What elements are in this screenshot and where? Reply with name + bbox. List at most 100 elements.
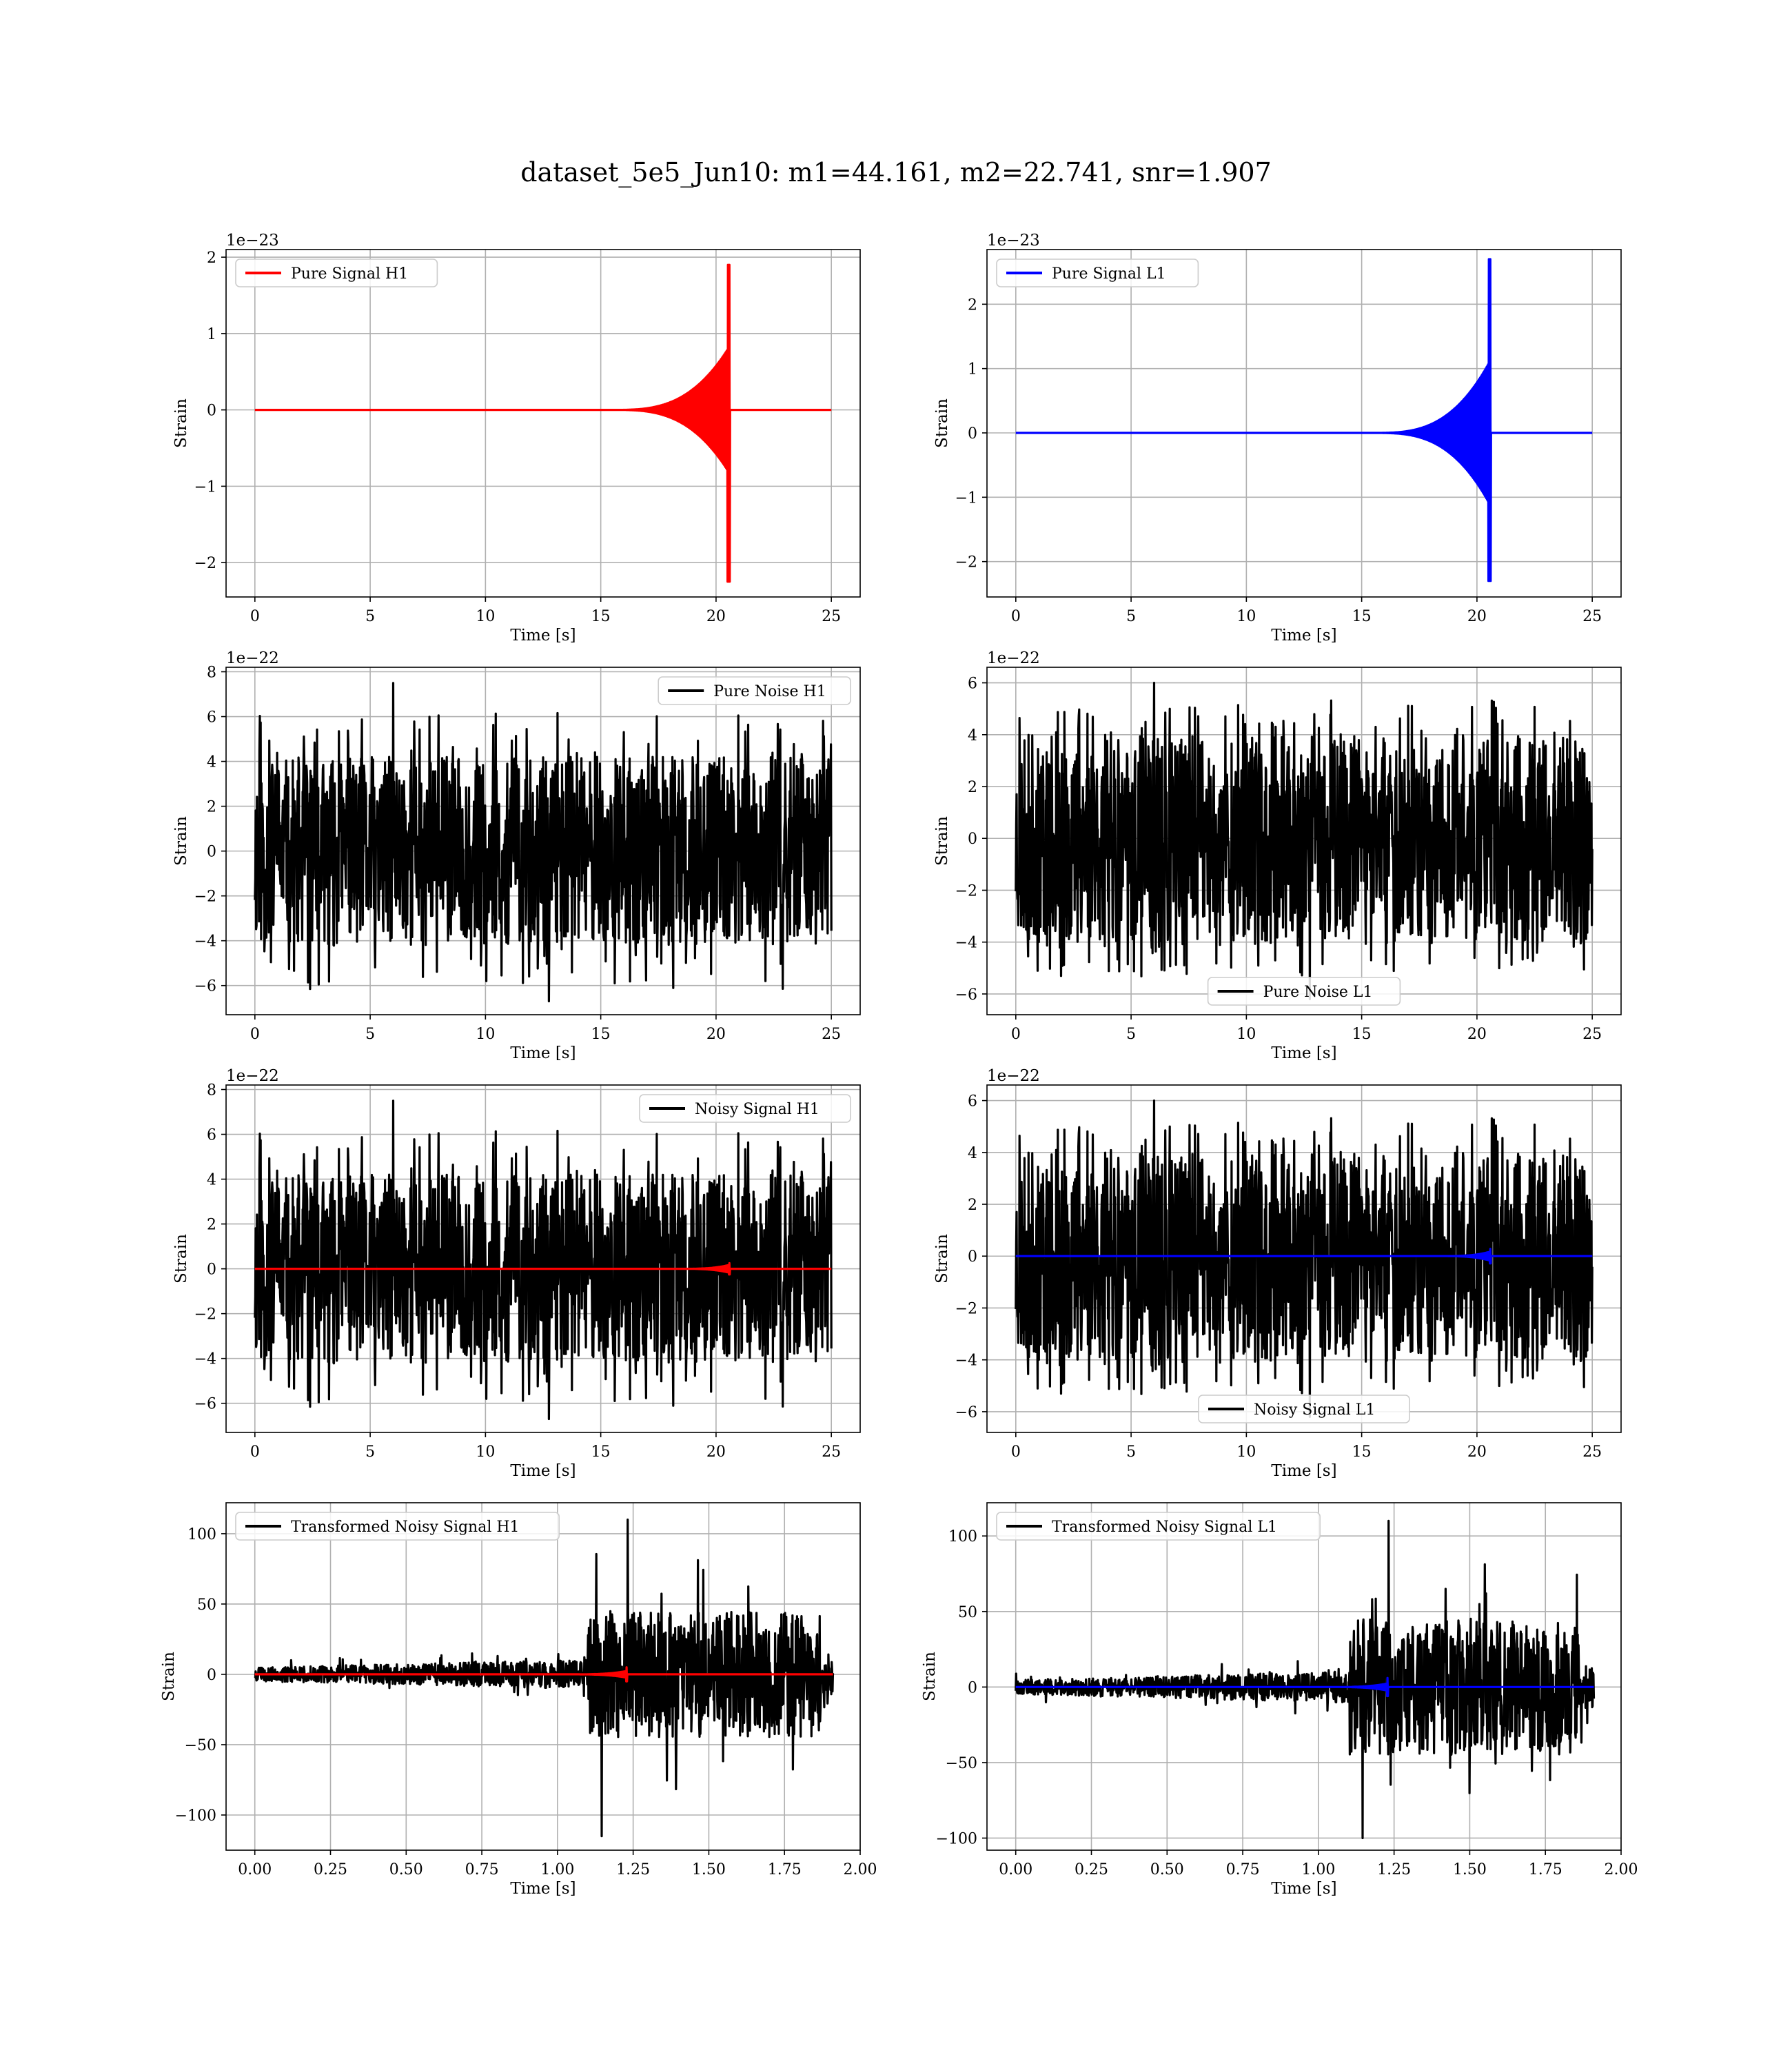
x-tick-label: 5 <box>365 608 375 625</box>
offset-text: 1e−23 <box>226 232 279 250</box>
series-line-noisy-signal-h1 <box>254 1099 833 1421</box>
axes-frame <box>986 1084 1622 1433</box>
x-tick-label: 5 <box>365 1443 375 1461</box>
legend-box <box>1198 1395 1410 1423</box>
y-tick-label: 0 <box>207 1261 216 1279</box>
y-tick-label: −6 <box>955 1404 977 1421</box>
chart-panel-1: 0 5 10 15 20 25 −2 −1 0 1 2 Time [s] Strain 1e−23 Pure… <box>172 232 861 645</box>
y-tick-label: 8 <box>207 665 216 682</box>
x-axis-label: Time [s] <box>1271 1462 1336 1480</box>
x-tick-label: 20 <box>706 608 726 625</box>
y-tick-label: 0 <box>968 831 977 848</box>
y-axis-label: Strain <box>172 398 190 448</box>
y-tick-label: −4 <box>955 1352 977 1370</box>
chart-panel-6: 0 5 10 15 20 25 −6 −4 −2 0 2 4 6 Time [s] Strain 1e−22 N… <box>933 1067 1622 1480</box>
x-tick-label: 15 <box>1352 1026 1372 1043</box>
axes-frame <box>225 667 861 1015</box>
x-tick-label: 15 <box>1352 608 1372 625</box>
x-tick-label: 1.25 <box>1377 1861 1411 1878</box>
y-tick-label: 100 <box>187 1526 216 1543</box>
x-axis-label: Time [s] <box>1271 627 1336 645</box>
axes-frame <box>986 1502 1622 1851</box>
y-tick-label: 0 <box>207 844 216 861</box>
x-tick-label: 0.50 <box>389 1861 423 1878</box>
x-tick-label: 1.00 <box>1301 1861 1335 1878</box>
y-tick-label: 6 <box>968 1093 977 1111</box>
legend-box <box>639 1094 851 1123</box>
x-tick-label: 0.75 <box>1226 1861 1260 1878</box>
plot-area <box>1015 682 1594 1000</box>
legend-box <box>658 676 851 705</box>
y-axis-label: Strain <box>160 1652 178 1701</box>
chart-panel-5: 0 5 10 15 20 25 −6 −4 −2 0 2 4 6 8 Time [s] Strain 1e−22… <box>172 1067 861 1480</box>
y-tick-label: −2 <box>955 1300 977 1317</box>
x-tick-label: 20 <box>706 1026 726 1043</box>
x-tick-label: 0 <box>1011 1443 1021 1461</box>
plot-area <box>254 682 833 1003</box>
x-axis-label: Time [s] <box>510 1462 576 1480</box>
series-line-noisy-signal-l1 <box>1015 1099 1594 1418</box>
y-tick-label: 4 <box>207 754 216 771</box>
y-tick-label: −2 <box>955 554 977 571</box>
x-tick-label: 0.50 <box>1150 1861 1184 1878</box>
y-tick-label: 6 <box>207 709 216 727</box>
y-tick-label: 2 <box>968 1197 977 1214</box>
x-tick-label: 15 <box>591 1026 611 1043</box>
y-axis-label: Strain <box>933 398 951 448</box>
x-tick-label: 1.50 <box>1453 1861 1487 1878</box>
y-tick-label: −1 <box>955 489 977 507</box>
y-tick-label: 4 <box>968 727 977 744</box>
y-axis-label: Strain <box>172 1234 190 1284</box>
offset-text: 1e−22 <box>226 649 279 667</box>
y-tick-label: 6 <box>207 1127 216 1144</box>
y-tick-label: 2 <box>207 1217 216 1234</box>
x-tick-label: 1.25 <box>616 1861 650 1878</box>
plot-area <box>254 1518 835 1838</box>
x-tick-label: 20 <box>1467 1026 1487 1043</box>
series-line-pure-noise-l1 <box>1015 682 1594 1000</box>
x-tick-label: 10 <box>476 608 495 625</box>
plot-area <box>254 1099 833 1421</box>
legend: Noisy Signal H1 <box>639 1094 851 1123</box>
x-axis-label: Time [s] <box>510 627 576 645</box>
x-tick-label: 25 <box>1582 1026 1602 1043</box>
x-axis-label: Time [s] <box>510 1044 576 1062</box>
series-line-overlay-1 <box>254 1261 833 1276</box>
y-tick-label: 1 <box>968 361 977 378</box>
series-line-transformed-noisy-signal-l1 <box>1015 1519 1596 1840</box>
chart-panel-8: 0.00 0.25 0.50 0.75 1.00 1.25 1.50 1.75 2.00 −100… <box>921 1502 1638 1898</box>
legend-label: Pure Noise L1 <box>1263 984 1373 1001</box>
x-tick-label: 0 <box>1011 1026 1021 1043</box>
series-line-overlay-1 <box>1015 1676 1595 1698</box>
legend-box <box>996 1512 1321 1541</box>
y-tick-label: 4 <box>968 1145 977 1162</box>
legend-label: Pure Signal H1 <box>291 265 408 283</box>
x-tick-label: 5 <box>365 1026 375 1043</box>
plot-area <box>1015 1099 1594 1418</box>
x-tick-label: 10 <box>476 1443 495 1461</box>
y-tick-label: 0 <box>207 1667 216 1684</box>
offset-text: 1e−22 <box>987 1067 1040 1085</box>
y-tick-label: −2 <box>194 555 216 572</box>
x-tick-label: 0 <box>1011 608 1021 625</box>
offset-text: 1e−23 <box>987 232 1040 250</box>
y-tick-label: 2 <box>968 779 977 796</box>
series-line-overlay-1 <box>1015 1248 1594 1265</box>
chart-panel-3: 0 5 10 15 20 25 −6 −4 −2 0 2 4 6 8 Time [s] Strain 1e−22… <box>172 649 861 1062</box>
x-tick-label: 0.25 <box>1075 1861 1108 1878</box>
legend: Pure Noise H1 <box>658 676 851 705</box>
x-tick-label: 25 <box>822 608 841 625</box>
y-tick-label: 1 <box>207 326 216 343</box>
plot-area <box>1015 1519 1596 1840</box>
series-line-transformed-noisy-signal-h1 <box>254 1518 835 1838</box>
x-tick-label: 0.75 <box>465 1861 499 1878</box>
legend-label: Noisy Signal H1 <box>695 1101 819 1118</box>
x-tick-label: 1.75 <box>768 1861 802 1878</box>
legend-box <box>996 258 1199 287</box>
axes-frame <box>986 667 1622 1015</box>
y-tick-label: −50 <box>185 1737 216 1754</box>
y-tick-label: 0 <box>968 1248 977 1266</box>
y-tick-label: −6 <box>955 986 977 1004</box>
legend-label: Pure Signal L1 <box>1052 265 1166 283</box>
x-tick-label: 0.00 <box>238 1861 272 1878</box>
